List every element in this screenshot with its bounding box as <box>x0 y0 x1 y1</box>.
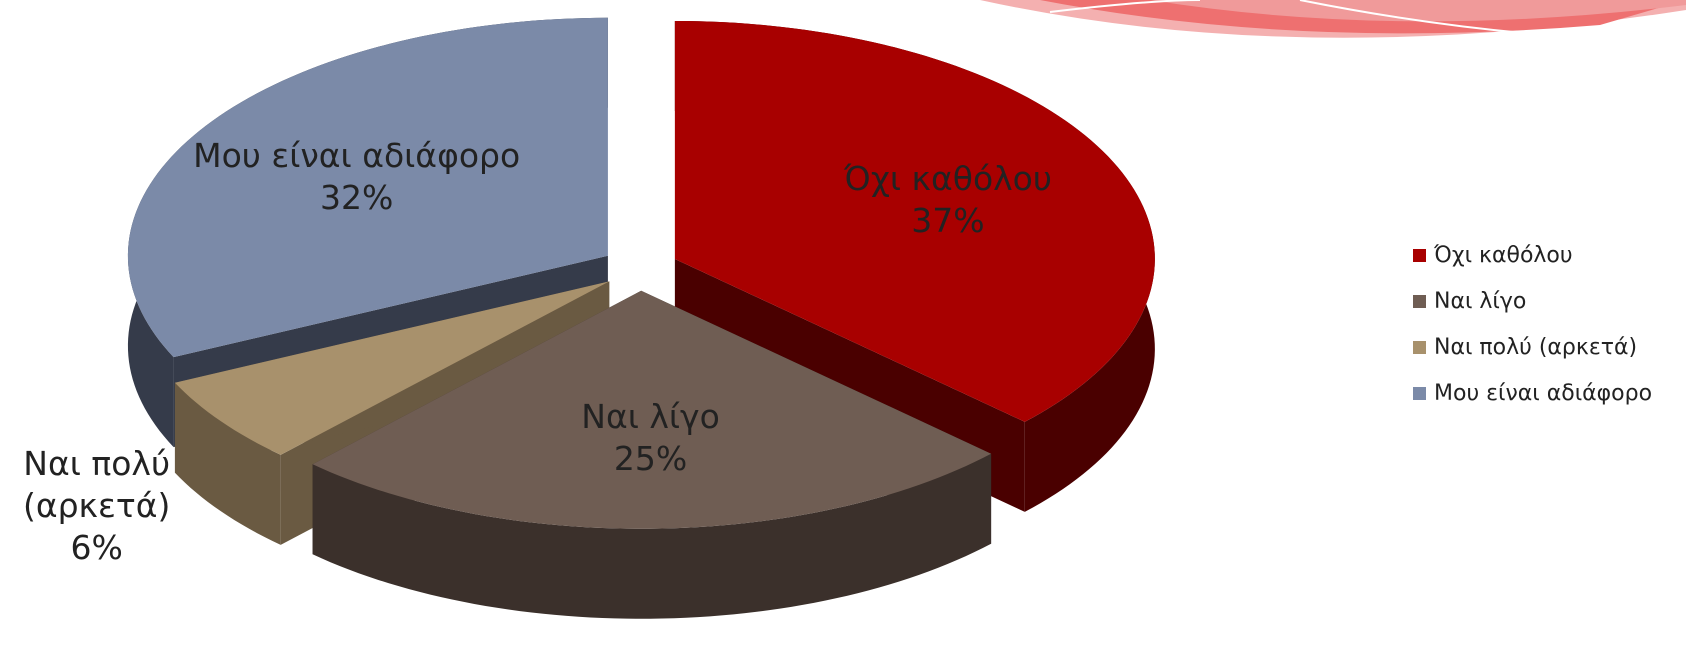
legend-label: Όχι καθόλου <box>1434 243 1573 268</box>
data-label-value: 32% <box>319 177 394 217</box>
slice-wall <box>174 382 281 545</box>
data-label-name: Όχι καθόλου <box>844 159 1052 199</box>
data-label-name: Μου είναι αδιάφορο <box>193 135 521 175</box>
data-label: Όχι καθόλου 37% <box>768 158 1128 242</box>
data-label-value: 25% <box>613 439 688 479</box>
legend-swatch <box>1413 295 1426 308</box>
data-label: Ναι πολύ (αρκετά) 6% <box>7 443 187 569</box>
slice-wall <box>312 453 992 619</box>
data-label-name: Ναι πολύ (αρκετά) <box>22 444 171 526</box>
slice <box>127 17 608 358</box>
slice <box>674 20 1155 422</box>
legend-swatch <box>1413 387 1426 400</box>
legend-label: Ναι λίγο <box>1434 289 1527 314</box>
slice <box>174 281 610 455</box>
decoration <box>980 0 1686 39</box>
data-label-name: Ναι λίγο <box>581 397 720 437</box>
legend-swatch <box>1413 249 1426 262</box>
legend-label: Ναι πολύ (αρκετά) <box>1434 335 1638 360</box>
legend-label: Μου είναι αδιάφορο <box>1434 381 1653 406</box>
legend-entry: Όχι καθόλου <box>1413 243 1573 268</box>
data-label-value: 6% <box>70 528 123 568</box>
slice <box>312 290 992 529</box>
data-label: Μου είναι αδιάφορο 32% <box>177 135 537 219</box>
data-label-value: 37% <box>911 201 985 241</box>
legend-entry: Ναι πολύ (αρκετά) <box>1413 335 1637 360</box>
data-label: Ναι λίγο 25% <box>471 396 831 480</box>
legend-swatch <box>1413 341 1426 354</box>
legend-entry: Μου είναι αδιάφορο <box>1413 381 1652 406</box>
legend-entry: Ναι λίγο <box>1413 289 1526 314</box>
